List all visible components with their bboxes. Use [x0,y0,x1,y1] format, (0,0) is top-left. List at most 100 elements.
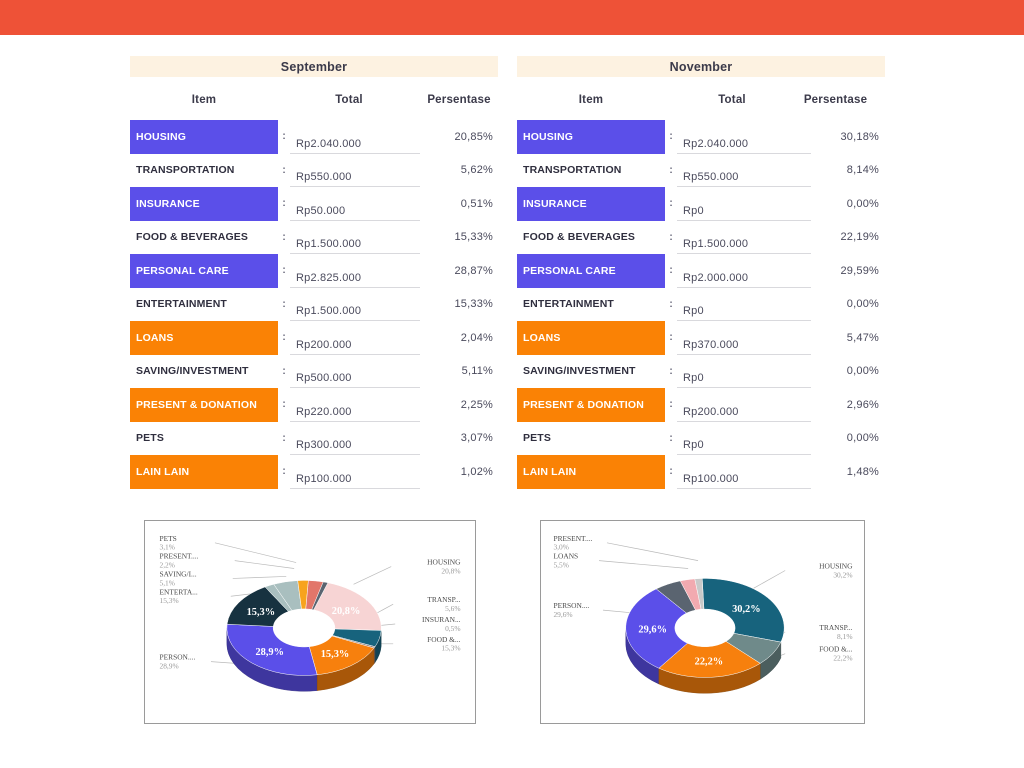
pie-callout-value: 20,8% [441,566,460,575]
table-row: PETS: Rp300.000 3,07% [130,422,498,455]
row-percent-value: 28,87% [454,264,493,277]
row-colon-separator: : [282,432,286,444]
row-colon-separator: : [669,365,673,377]
row-total-value: Rp100.000 [296,472,352,485]
pie-callout-value: 22,2% [833,654,852,663]
row-colon-separator: : [282,131,286,143]
row-total-cell: Rp500.000 [290,355,420,388]
row-item-label: PERSONAL CARE [517,254,665,288]
pie-callout-name: TRANSP... [819,623,852,632]
table-row: PERSONAL CARE: Rp2.000.000 29,59% [517,254,885,288]
row-item-label: FOOD & BEVERAGES [523,231,636,244]
september-pie-chart: PETS 3,1% PRESENT.... 2,2% SAVING/I... 5,1% EN… [144,520,476,724]
pie-slice-value-label: 22,2% [695,656,724,667]
pie-callout-value: 2,2% [159,561,174,570]
table-row: SAVING/INVESTMENT: Rp0 0,00% [517,355,885,388]
pie-callout-leader [606,542,699,561]
row-percent-value: 0,00% [846,432,879,445]
row-total-cell: Rp1.500.000 [290,221,420,254]
row-item-label: LAIN LAIN [517,455,665,489]
row-total-cell: Rp100.000 [677,455,811,489]
row-item-label: PETS [136,432,165,445]
row-percent-value: 0,00% [846,197,879,210]
pie-callout-name: FOOD &... [427,635,460,644]
row-total-cell: Rp300.000 [290,422,420,455]
pie-callout-name: FOOD &... [819,645,852,654]
pie-callout-value: 5,1% [159,578,174,587]
row-total-cell: Rp0 [677,422,811,455]
row-item-label: TRANSPORTATION [523,164,622,177]
row-total-cell: Rp2.000.000 [677,254,811,288]
pie-callout-value: 15,3% [441,644,460,653]
row-total-value: Rp0 [683,305,704,317]
row-colon-separator: : [669,332,673,344]
row-percent-value: 2,96% [846,398,879,411]
row-total-value: Rp0 [683,439,704,451]
pie-callout-name: PERSON.... [159,653,195,662]
november-table-panel: November Item Total Persentase HOUSING: R… [517,56,885,489]
pie-slice [658,641,761,678]
table-row: INSURANCE: Rp50.000 0,51% [130,187,498,221]
pie-callout-leader [753,570,786,589]
top-accent-bar [0,0,1024,35]
november-pie-chart: PRESENT.... 3,0% LOANS 5,5% PERSON.... 29,6% H… [540,520,865,724]
row-total-value: Rp1.500.000 [296,238,362,250]
september-pie-svg: PETS3,1%PRESENT....2,2%SAVING/I...5,1%EN… [159,534,461,692]
november-pie-svg: PRESENT....3,0%LOANS5,5%PERSON....29,6%H… [553,534,853,694]
november-column-headers: Item Total Persentase [517,94,885,106]
table-row: PETS: Rp0 0,00% [517,422,885,455]
row-colon-separator: : [282,164,286,176]
pie-callout-value: 29,6% [553,610,572,619]
row-colon-separator: : [669,198,673,210]
pie-callout-value: 8,1% [837,632,852,641]
row-total-value: Rp2.040.000 [296,137,362,150]
pie-callout-name: LOANS [553,552,578,561]
table-row: HOUSING: Rp2.040.000 30,18% [517,120,885,154]
pie-callout-value: 15,3% [159,596,178,605]
row-item-label: LAIN LAIN [130,455,278,489]
pie-slice [625,588,688,669]
pie-callout-value: 3,1% [159,543,174,552]
row-colon-separator: : [669,231,673,243]
row-item-label: ENTERTAINMENT [136,298,227,311]
november-month-title: November [669,59,733,74]
september-column-headers: Item Total Persentase [130,94,498,106]
pie-slice [308,635,375,676]
table-row: ENTERTAINMENT: Rp1.500.000 15,33% [130,288,498,321]
row-percent-value: 0,51% [460,197,493,210]
row-item-label: FOOD & BEVERAGES [136,231,249,244]
row-total-value: Rp550.000 [683,171,739,183]
column-header-percent: Persentase [803,94,868,106]
pie-callout-name: TRANSP... [427,595,460,604]
pie-slice [313,582,382,631]
row-item-label: INSURANCE [517,187,665,221]
table-row: PRESENT & DONATION: Rp220.000 2,25% [130,388,498,422]
september-month-band: September [130,56,498,77]
table-row: PRESENT & DONATION: Rp200.000 2,96% [517,388,885,422]
row-total-value: Rp200.000 [296,338,352,351]
row-total-cell: Rp1.500.000 [677,221,811,254]
table-row: TRANSPORTATION: Rp550.000 8,14% [517,154,885,187]
row-colon-separator: : [669,265,673,277]
pie-slice [701,578,785,643]
row-item-label: SAVING/INVESTMENT [136,365,249,378]
table-row: HOUSING: Rp2.040.000 20,85% [130,120,498,154]
row-total-cell: Rp2.825.000 [290,254,420,288]
row-total-value: Rp2.040.000 [683,137,749,150]
row-percent-value: 1,02% [460,465,493,478]
row-total-cell: Rp100.000 [290,455,420,489]
row-percent-value: 2,25% [460,398,493,411]
row-colon-separator: : [282,265,286,277]
row-item-label: PERSONAL CARE [130,254,278,288]
row-total-cell: Rp550.000 [290,154,420,187]
pie-callout-name: HOUSING [427,558,461,567]
row-colon-separator: : [669,298,673,310]
row-percent-value: 2,04% [460,331,493,344]
pie-callout-leader [353,566,392,585]
table-row: FOOD & BEVERAGES: Rp1.500.000 15,33% [130,221,498,254]
row-colon-separator: : [669,164,673,176]
row-total-value: Rp0 [683,372,704,384]
row-colon-separator: : [282,231,286,243]
row-percent-value: 3,07% [460,432,493,445]
row-total-cell: Rp0 [677,187,811,221]
